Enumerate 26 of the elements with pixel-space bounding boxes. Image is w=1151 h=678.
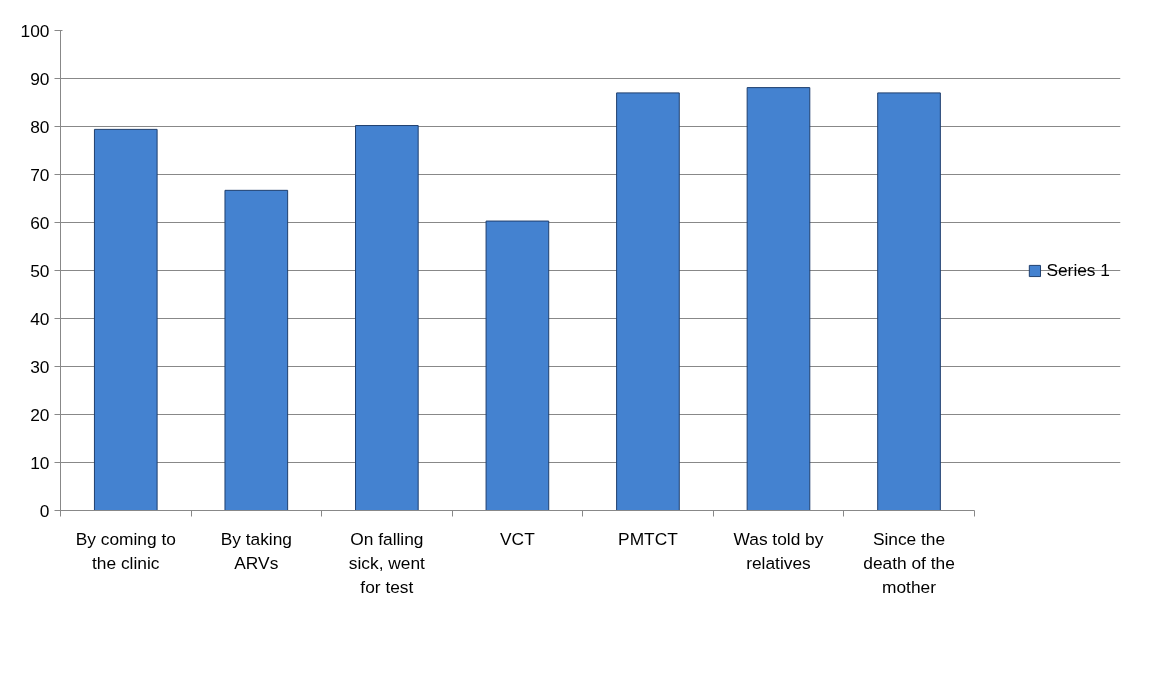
bar: [746, 87, 811, 511]
y-tick-label: 70: [30, 164, 50, 185]
bar: [616, 92, 680, 511]
bar: [224, 189, 289, 511]
y-tick-label: 100: [20, 20, 50, 41]
bar: [877, 92, 941, 511]
bar: [93, 128, 158, 511]
x-tick-label: VCT: [500, 528, 536, 549]
x-tick-label: Was told by relatives: [733, 528, 824, 573]
y-tick-label: 90: [30, 68, 50, 89]
y-tick-label: 10: [30, 452, 50, 473]
x-tick-label: PMTCT: [618, 528, 679, 549]
bar: [485, 220, 550, 511]
bar: [355, 125, 419, 511]
y-tick-label: 30: [30, 356, 50, 377]
x-tick-label: By taking ARVs: [220, 528, 292, 573]
x-tick-label: Since the death of the mother: [863, 528, 955, 597]
y-tick-label: 0: [39, 500, 50, 521]
legend-label: Series 1: [1046, 259, 1110, 281]
x-tick-label: By coming to the clinic: [75, 528, 176, 573]
y-tick-label: 40: [30, 308, 50, 329]
y-tick-label: 80: [30, 116, 50, 137]
y-tick-label: 20: [30, 404, 50, 425]
y-tick-label: 60: [30, 212, 50, 233]
y-tick-label: 50: [30, 260, 50, 281]
x-tick-label: On falling sick, went for test: [348, 528, 426, 597]
